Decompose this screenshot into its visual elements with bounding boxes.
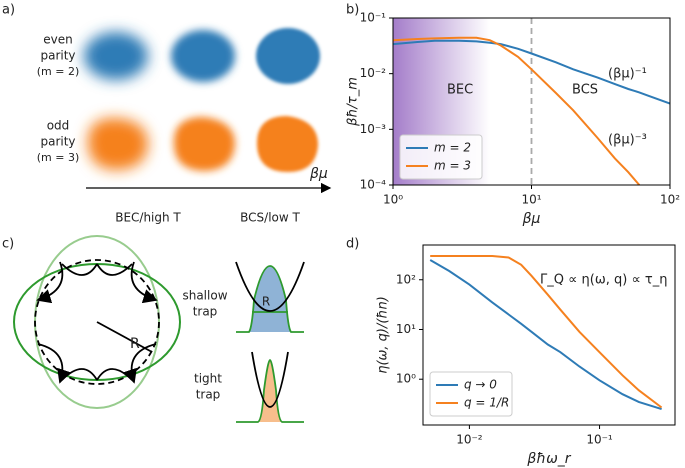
legend: q → 0 q = 1/R [429,371,513,417]
row-label: parity [40,49,75,63]
axis-end-label: BCS/low T [240,211,300,225]
legend-box [399,134,483,180]
y-tick-label: 10¹ [396,322,416,336]
legend: m = 2 m = 3 [399,134,483,180]
y-tick-label: 10⁰ [396,372,416,386]
cloud [173,117,235,171]
trap-label: trap [196,388,221,402]
series-line [429,259,662,411]
annotation: Γ_Q ∝ η(ω, q) ∝ τ_η [540,273,667,288]
cloud [256,116,318,172]
annotation: BCS [572,83,598,98]
cloud [84,32,148,80]
trap-label: tight [194,372,222,386]
legend-label: q → 0 [464,378,497,392]
series-line [393,36,641,185]
y-tick-label: 10⁻⁴ [360,178,387,192]
cloud [171,30,235,82]
density [258,360,282,422]
panel-label: a) [2,3,15,18]
panel-label: b) [346,3,359,18]
x-tick-label: 10⁻¹ [586,433,613,447]
row-label: even [43,33,72,47]
density [240,266,300,332]
annotation: (βμ)⁻³ [608,133,647,148]
x-axis-label: βħω_r [526,451,571,467]
y-tick-label: 10⁻¹ [360,11,387,25]
trap-label: trap [193,305,218,319]
trap-potential [235,261,305,312]
panel-label: d) [346,237,359,252]
trap-label: shallow [182,289,227,303]
radius-label: R [262,295,270,309]
y-tick-label: 10⁻² [360,66,387,80]
legend-label: q = 1/R [464,396,509,410]
density-outline [236,265,304,333]
x-tick-label: 10⁻² [456,433,483,447]
row-label: odd [47,119,70,133]
panel-label: c) [2,237,14,252]
radius-line [96,321,153,353]
y-tick-label: 10⁻³ [360,122,387,136]
annotation: (βμ)⁻¹ [608,67,647,82]
cloud [256,28,320,84]
legend-box [429,371,513,417]
axis-label: βμ [309,166,328,182]
x-tick-label: 10² [660,193,680,207]
y-tick-label: 10² [396,272,416,286]
legend-label: m = 2 [434,141,471,155]
density-outline [236,359,304,423]
annotation: BEC [447,83,473,98]
x-tick-label: 10¹ [521,193,541,207]
series-line [430,255,663,409]
series-line [393,39,670,105]
legend-label: m = 3 [434,159,471,173]
plot-area [429,255,663,411]
trap-potential [251,351,289,408]
row-label: parity [40,135,75,149]
y-axis-label: η(ω, q)/(ħn) [376,296,391,374]
cloud [87,118,148,170]
row-label: (m = 2) [37,65,80,78]
axis-end-label: BEC/high T [115,211,181,225]
x-tick-label: 10⁰ [383,193,403,207]
row-label: (m = 3) [37,151,80,164]
axes-frame [422,244,676,426]
x-axis-label: βμ [522,211,541,227]
y-axis-label: βħ/τ_m [346,77,361,127]
radius-label: R [130,336,140,352]
flow-arrows [36,261,158,384]
cloud-outline [34,259,160,385]
